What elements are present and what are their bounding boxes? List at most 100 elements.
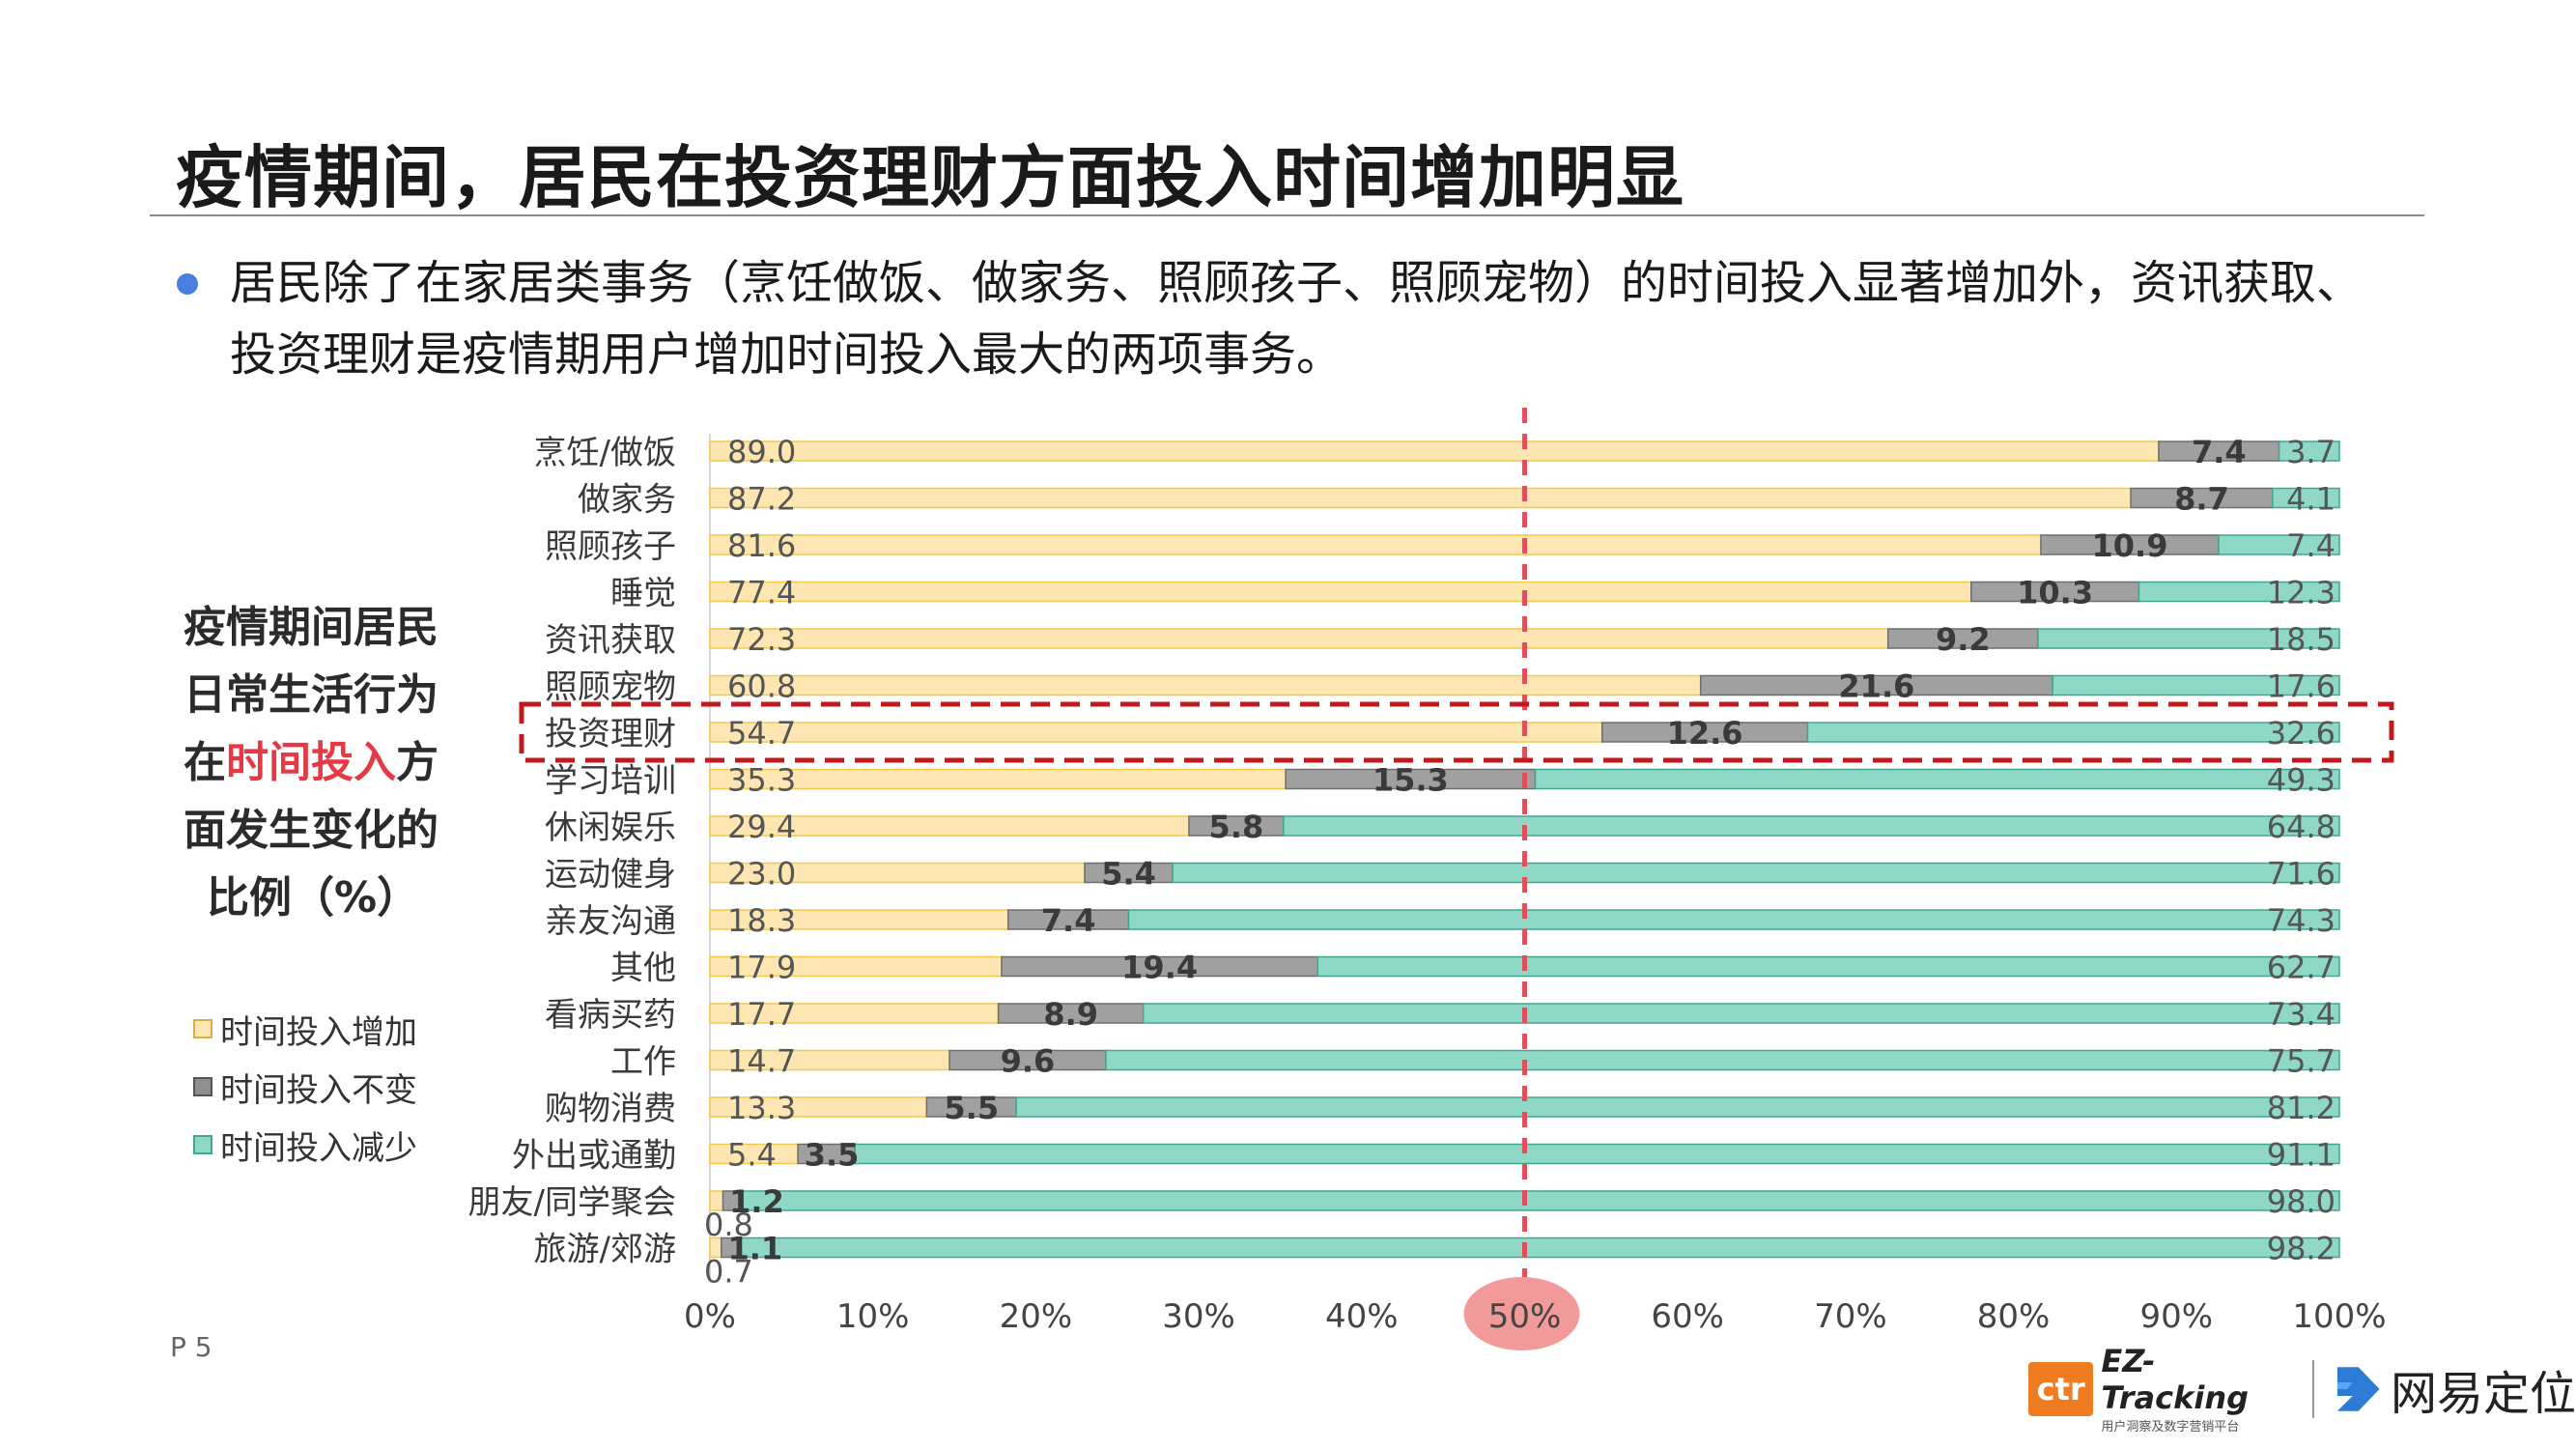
increase-label-17: 0.7 bbox=[704, 1254, 753, 1291]
increase-label-7: 35.3 bbox=[727, 762, 796, 799]
side-title-line-3: 在时间投入方 bbox=[184, 729, 464, 797]
bar-decrease-17 bbox=[738, 1236, 2340, 1259]
ez-tracking-logo: EZ-Tracking 用户洞察及数字营销平台 bbox=[2101, 1343, 2296, 1435]
bar-decrease-16 bbox=[741, 1190, 2340, 1211]
unchanged-label-1: 8.7 bbox=[2174, 481, 2229, 518]
bar-decrease-4 bbox=[2037, 628, 2340, 649]
x-tick-label-0: 0% bbox=[684, 1297, 736, 1336]
unchanged-label-12: 8.9 bbox=[1043, 996, 1098, 1033]
unchanged-label-4: 9.2 bbox=[1936, 621, 1991, 658]
x-tick-label-9: 90% bbox=[2140, 1297, 2214, 1336]
legend-label-decrease: 时间投入减少 bbox=[220, 1128, 417, 1168]
increase-label-10: 18.3 bbox=[727, 902, 796, 939]
unchanged-label-5: 21.6 bbox=[1838, 668, 1914, 705]
category-label-10: 亲友沟通 bbox=[545, 902, 676, 941]
bar-decrease-6 bbox=[1806, 722, 2340, 743]
category-label-11: 其他 bbox=[610, 950, 676, 988]
bar-decrease-9 bbox=[1172, 862, 2340, 884]
category-label-13: 工作 bbox=[610, 1043, 676, 1082]
unchanged-label-9: 5.4 bbox=[1101, 856, 1156, 893]
ez-tracking-subtitle: 用户洞察及数字营销平台 bbox=[2101, 1420, 2240, 1435]
decrease-label-7: 49.3 bbox=[2267, 762, 2335, 799]
bar-decrease-12 bbox=[1142, 1003, 2340, 1024]
bar-decrease-8 bbox=[1283, 815, 2340, 837]
highlight-box bbox=[519, 701, 2394, 763]
unchanged-label-14: 5.5 bbox=[944, 1090, 999, 1126]
ez-tracking-name: EZ-Tracking bbox=[2101, 1343, 2249, 1416]
category-label-9: 运动健身 bbox=[545, 856, 676, 895]
category-label-8: 休闲娱乐 bbox=[545, 809, 676, 847]
decrease-label-4: 18.5 bbox=[2267, 621, 2335, 658]
page-number: P 5 bbox=[170, 1331, 212, 1363]
category-label-16: 朋友/同学聚会 bbox=[468, 1183, 676, 1222]
bar-increase-0 bbox=[709, 440, 2160, 462]
legend-item-decrease: 时间投入减少 bbox=[193, 1116, 417, 1174]
title-divider bbox=[150, 214, 2424, 216]
bar-decrease-1 bbox=[2272, 487, 2340, 509]
bar-decrease-3 bbox=[2137, 581, 2340, 603]
bar-decrease-13 bbox=[1105, 1049, 2340, 1071]
category-label-7: 学习培训 bbox=[545, 762, 676, 801]
legend-swatch-decrease bbox=[193, 1135, 212, 1154]
x-tick-label-1: 10% bbox=[836, 1297, 910, 1336]
logo-divider bbox=[2311, 1359, 2314, 1418]
x-tick-label-2: 20% bbox=[1000, 1297, 1073, 1336]
increase-label-9: 23.0 bbox=[727, 856, 796, 893]
decrease-label-9: 71.6 bbox=[2267, 856, 2335, 893]
category-label-6: 投资理财 bbox=[545, 715, 676, 753]
category-label-5: 照顾宠物 bbox=[545, 668, 676, 707]
legend-label-increase: 时间投入增加 bbox=[220, 1012, 417, 1052]
increase-label-13: 14.7 bbox=[727, 1043, 796, 1080]
bar-increase-2 bbox=[709, 534, 2042, 555]
category-label-14: 购物消费 bbox=[545, 1090, 676, 1128]
x-tick-label-10: 100% bbox=[2292, 1297, 2386, 1336]
decrease-label-16: 98.0 bbox=[2267, 1183, 2335, 1220]
bar-decrease-5 bbox=[2052, 674, 2340, 696]
side-title-line-2: 日常生活行为 bbox=[184, 670, 439, 720]
side-title-suffix: 方 bbox=[396, 738, 439, 787]
category-label-12: 看病买药 bbox=[545, 996, 676, 1035]
chart-side-title: 疫情期间居民 日常生活行为 在时间投入方 面发生变化的 比例（%） bbox=[184, 594, 464, 932]
category-label-2: 照顾孩子 bbox=[545, 527, 676, 566]
bar-increase-7 bbox=[709, 768, 1287, 790]
increase-label-14: 13.3 bbox=[727, 1090, 796, 1126]
unchanged-label-17: 1.1 bbox=[727, 1231, 782, 1267]
increase-label-6: 54.7 bbox=[727, 715, 796, 752]
bar-decrease-11 bbox=[1316, 955, 2340, 978]
decrease-label-1: 4.1 bbox=[2286, 481, 2335, 518]
netease-logo-text: 网易定位 bbox=[2390, 1366, 2576, 1421]
unchanged-label-7: 15.3 bbox=[1373, 762, 1449, 799]
bar-decrease-14 bbox=[1015, 1096, 2340, 1118]
decrease-label-0: 3.7 bbox=[2286, 434, 2335, 470]
chart-legend: 时间投入增加 时间投入不变 时间投入减少 bbox=[193, 1000, 417, 1174]
x-tick-label-5: 50% bbox=[1488, 1297, 1562, 1336]
x-tick-label-6: 60% bbox=[1651, 1297, 1724, 1336]
category-label-1: 做家务 bbox=[578, 481, 676, 520]
side-title-line-1: 疫情期间居民 bbox=[184, 603, 439, 652]
unchanged-label-3: 10.3 bbox=[2017, 575, 2093, 611]
unchanged-label-2: 10.9 bbox=[2092, 527, 2168, 564]
increase-label-8: 29.4 bbox=[727, 809, 796, 845]
decrease-label-12: 73.4 bbox=[2267, 996, 2335, 1033]
unchanged-label-8: 5.8 bbox=[1209, 809, 1264, 845]
increase-label-3: 77.4 bbox=[727, 575, 796, 611]
bar-decrease-10 bbox=[1127, 909, 2340, 930]
bullet-text: 居民除了在家居类事务（烹饪做饭、做家务、照顾孩子、照顾宠物）的时间投入显著增加外… bbox=[230, 256, 2364, 382]
legend-item-unchanged: 时间投入不变 bbox=[193, 1058, 417, 1116]
bar-increase-1 bbox=[709, 487, 2132, 509]
bar-increase-5 bbox=[709, 674, 1702, 696]
increase-label-11: 17.9 bbox=[727, 950, 796, 986]
x-tick-label-4: 40% bbox=[1325, 1297, 1399, 1336]
category-label-17: 旅游/郊游 bbox=[534, 1231, 676, 1269]
side-title-highlight: 时间投入 bbox=[226, 738, 396, 787]
ctr-logo: ctr bbox=[2028, 1361, 2094, 1416]
legend-label-unchanged: 时间投入不变 bbox=[220, 1070, 417, 1110]
decrease-label-3: 12.3 bbox=[2267, 575, 2335, 611]
decrease-label-13: 75.7 bbox=[2267, 1043, 2335, 1080]
unchanged-label-16: 1.2 bbox=[729, 1183, 784, 1220]
bar-decrease-15 bbox=[854, 1143, 2340, 1165]
unchanged-label-13: 9.6 bbox=[1001, 1043, 1056, 1080]
page-title: 疫情期间，居民在投资理财方面投入时间增加明显 bbox=[176, 138, 1684, 217]
increase-label-2: 81.6 bbox=[727, 527, 796, 564]
unchanged-label-10: 7.4 bbox=[1041, 902, 1096, 939]
